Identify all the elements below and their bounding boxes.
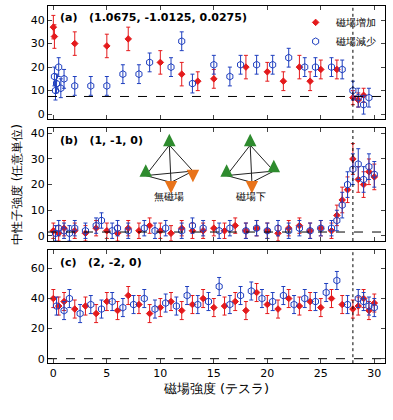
svg-text:30: 30	[31, 37, 45, 50]
svg-text:30: 30	[31, 153, 45, 166]
svg-text:(a) (1.0675, -1.0125, 0.0275: (a) (1.0675, -1.0125, 0.0275)	[60, 11, 247, 24]
svg-text:10: 10	[31, 84, 45, 97]
svg-text:磁場下: 磁場下	[235, 191, 266, 202]
svg-text:25: 25	[314, 367, 328, 380]
svg-text:40: 40	[31, 14, 45, 27]
svg-text:磁場強度 (テスラ): 磁場強度 (テスラ)	[163, 381, 269, 396]
svg-text:(b) (1, -1, 0): (b) (1, -1, 0)	[60, 134, 143, 147]
svg-text:5: 5	[103, 367, 110, 380]
svg-text:無磁場: 無磁場	[154, 191, 184, 202]
svg-text:10: 10	[31, 204, 45, 217]
svg-text:40: 40	[31, 127, 45, 140]
svg-text:0: 0	[38, 353, 45, 366]
svg-text:20: 20	[31, 178, 45, 191]
svg-text:20: 20	[31, 322, 45, 335]
svg-text:15: 15	[207, 367, 221, 380]
svg-text:0: 0	[38, 230, 45, 243]
svg-text:20: 20	[31, 61, 45, 74]
svg-text:磁場減少: 磁場減少	[335, 36, 376, 47]
svg-text:中性子強度 (任意単位): 中性子強度 (任意単位)	[10, 124, 24, 245]
svg-text:0: 0	[38, 108, 45, 121]
svg-text:磁場増加: 磁場増加	[335, 17, 376, 28]
svg-text:10: 10	[153, 367, 167, 380]
svg-text:(c) (2, -2, 0): (c) (2, -2, 0)	[60, 256, 142, 269]
svg-text:20: 20	[260, 367, 274, 380]
svg-text:60: 60	[31, 262, 45, 275]
svg-text:40: 40	[31, 292, 45, 305]
svg-text:30: 30	[367, 367, 381, 380]
svg-text:0: 0	[50, 367, 57, 380]
